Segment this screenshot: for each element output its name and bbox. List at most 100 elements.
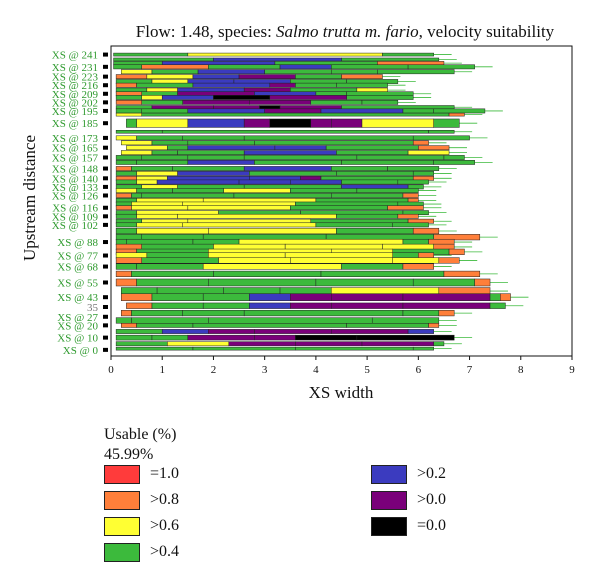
- cell-gt0.4: [234, 193, 331, 197]
- cell-gt0.6: [188, 206, 290, 210]
- y-tick-mark: [103, 265, 108, 269]
- cell-gt0.4: [249, 171, 336, 175]
- x-tick-label: 5: [364, 364, 370, 376]
- cell-gt0.0: [403, 303, 490, 309]
- cell-gt0.4: [413, 171, 433, 175]
- y-tick-label: XS @ 241: [52, 50, 98, 62]
- legend-item: >0.6: [104, 515, 179, 537]
- cell-gt0.0: [265, 109, 321, 113]
- legend: Usable (%) 45.99% =1.0 >0.8 >0.6 >0.4 >0.2 >0…: [104, 425, 524, 575]
- cell-gt0.4: [342, 180, 398, 184]
- cell-gt0.6: [126, 146, 167, 150]
- cell-gt0.4: [434, 342, 444, 346]
- legend-swatch: [104, 543, 140, 562]
- y-tick-mark: [103, 254, 108, 258]
- cell-gt0.8: [500, 294, 510, 301]
- cell-gt0.4: [203, 294, 249, 301]
- cell-gt0.6: [147, 75, 193, 79]
- cell-gt0.4: [413, 136, 469, 140]
- cell-gt0.4: [162, 130, 428, 133]
- cell-gt0.4: [413, 347, 433, 350]
- cell-gt0.2: [249, 294, 290, 301]
- cell-gt0.2: [193, 75, 239, 79]
- cell-gt0.6: [121, 70, 152, 74]
- y-tick-mark: [103, 136, 108, 140]
- cell-gt0.4: [188, 155, 244, 159]
- cell-gt0.4: [336, 214, 397, 218]
- cell-gt0.4: [116, 106, 152, 110]
- cell-gt0.0: [152, 106, 213, 110]
- cell-gt0.0: [244, 119, 270, 127]
- cell-gt0.4: [408, 65, 475, 69]
- cell-gt0.0: [208, 329, 254, 333]
- cell-gt0.4: [116, 95, 142, 99]
- cell-gt0.4: [311, 100, 362, 104]
- cell-gt0.8: [388, 206, 424, 210]
- cell-gt0.4: [137, 323, 193, 327]
- cell-gt0.8: [475, 279, 490, 286]
- y-tick-label: XS @ 185: [52, 118, 99, 130]
- y-tick-label: XS @ 0: [63, 345, 99, 357]
- cell-gt0.2: [239, 180, 290, 184]
- x-tick-label: 7: [467, 364, 473, 376]
- cell-gt0.4: [116, 329, 162, 333]
- y-tick-mark: [103, 53, 108, 57]
- y-tick-mark: [103, 121, 108, 125]
- y-tick-mark: [103, 65, 108, 69]
- cell-gt0.6: [219, 258, 291, 264]
- cell-gt0.0: [270, 95, 347, 99]
- legend-item: >0.0: [371, 489, 446, 511]
- cell-gt0.2: [198, 70, 265, 74]
- legend-item: >0.4: [104, 541, 179, 563]
- cell-gt0.2: [188, 119, 244, 127]
- cell-gt0.4: [116, 130, 162, 133]
- cell-gt0.0: [403, 294, 490, 301]
- legend-label: >0.8: [150, 491, 179, 509]
- cell-gt0.4: [116, 180, 136, 184]
- legend-swatch: [104, 491, 140, 510]
- cell-gt0.0: [254, 329, 331, 333]
- cell-gt0.8: [116, 271, 131, 277]
- cell-gt0.2: [244, 166, 331, 170]
- x-tick-label: 4: [313, 364, 319, 376]
- cell-gt0.4: [331, 70, 377, 74]
- cell-gt0.2: [188, 146, 275, 150]
- cell-gt0.4: [316, 279, 413, 286]
- y-tick-label: XS @ 88: [57, 237, 98, 249]
- cell-gt0.4: [183, 310, 244, 316]
- cell-gt0.0: [254, 335, 295, 340]
- cell-gt0.8: [418, 146, 449, 150]
- cell-gt0.8: [449, 113, 464, 116]
- cell-gt0.4: [208, 65, 280, 69]
- cell-gt0.4: [372, 318, 439, 324]
- cell-gt0.4: [142, 113, 449, 116]
- y-tick-label: XS @ 10: [57, 333, 98, 345]
- cell-gt0.4: [183, 136, 244, 140]
- cell-gt0.4: [114, 61, 163, 65]
- cell-gt0.2: [162, 329, 208, 333]
- cell-gt0.8: [121, 294, 152, 301]
- cell-gt0.4: [265, 70, 332, 74]
- y-tick-mark: [103, 146, 108, 150]
- cell-gt0.4: [398, 180, 429, 184]
- cell-gt0.4: [244, 136, 413, 140]
- cell-gt0.8: [444, 271, 480, 277]
- cell-gt0.4: [434, 119, 460, 127]
- cell-gt0.6: [137, 223, 183, 227]
- cell-gt0.4: [152, 70, 198, 74]
- y-tick-mark: [103, 167, 108, 171]
- y-tick-mark: [103, 214, 108, 218]
- cell-gt0.8: [403, 264, 434, 270]
- cell-gt0.8: [116, 83, 136, 87]
- legend-item: >0.8: [104, 489, 179, 511]
- cell-gt0.4: [213, 271, 321, 277]
- cell-gt0.6: [131, 206, 187, 210]
- cell-gt0.6: [121, 141, 152, 145]
- cell-gt0.6: [116, 136, 136, 140]
- cell-gt0.8: [449, 249, 464, 255]
- legend-label: >0.2: [417, 465, 446, 483]
- cell-gt0.4: [116, 318, 131, 324]
- cell-gt0.4: [490, 303, 505, 309]
- cell-gt0.4: [331, 166, 387, 170]
- cell-gt0.0: [295, 342, 362, 346]
